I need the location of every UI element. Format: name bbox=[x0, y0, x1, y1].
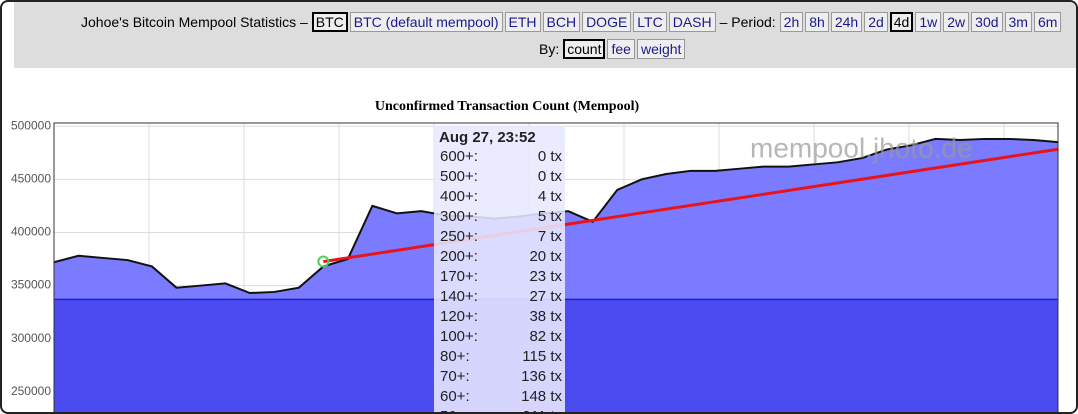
tooltip-label: 170+: bbox=[440, 268, 478, 285]
tooltip-value: 23 tx bbox=[529, 268, 562, 285]
y-tick-label: 350000 bbox=[11, 278, 51, 292]
hover-marker bbox=[317, 255, 330, 268]
coin-button[interactable]: BCH bbox=[542, 12, 581, 32]
tooltip-title: Aug 27, 23:52 bbox=[439, 129, 536, 146]
tooltip-label: 120+: bbox=[440, 308, 478, 325]
by-row: By: count fee weight bbox=[536, 39, 686, 59]
tooltip-label: 300+: bbox=[440, 208, 478, 225]
tooltip-box bbox=[434, 126, 565, 412]
tooltip-label: 500+: bbox=[440, 168, 478, 185]
tooltip-value: 0 tx bbox=[538, 168, 563, 185]
y-tick-label: 250000 bbox=[11, 384, 51, 398]
tooltip-value: 38 tx bbox=[529, 308, 562, 325]
y-tick-label: 300000 bbox=[11, 331, 51, 345]
coin-button[interactable]: LTC bbox=[633, 12, 667, 32]
tooltip-value: 148 tx bbox=[521, 388, 562, 405]
tooltip-label: 200+: bbox=[440, 248, 478, 265]
tooltip-value: 27 tx bbox=[529, 288, 562, 305]
period-button[interactable]: 3m bbox=[1004, 12, 1032, 32]
tooltip-value: 0 tx bbox=[538, 148, 563, 165]
watermark: mempool.jhoto.de bbox=[750, 132, 973, 163]
coin-button[interactable]: BTC bbox=[311, 12, 348, 32]
period-button[interactable]: 8h bbox=[805, 12, 829, 32]
tooltip-label: 50+: bbox=[440, 408, 470, 412]
tooltip-value: 4 tx bbox=[538, 188, 563, 205]
tooltip-label: 80+: bbox=[440, 348, 470, 365]
y-tick-label: 450000 bbox=[11, 171, 51, 185]
period-button[interactable]: 6m bbox=[1033, 12, 1062, 32]
by-button[interactable]: weight bbox=[636, 39, 686, 59]
period-button[interactable]: 2d bbox=[864, 12, 888, 32]
tooltip-label: 60+: bbox=[440, 388, 470, 405]
tooltip-label: 70+: bbox=[440, 368, 470, 385]
coin-button[interactable]: ETH bbox=[504, 12, 541, 32]
tooltip-label: 140+: bbox=[440, 288, 478, 305]
tooltip-label: 100+: bbox=[440, 328, 478, 345]
tooltip-label: 400+: bbox=[440, 188, 478, 205]
tooltip-value: 211 tx bbox=[522, 408, 562, 412]
period-button[interactable]: 2h bbox=[779, 12, 804, 32]
tooltip-value: 5 tx bbox=[538, 208, 563, 225]
header: Johoe's Bitcoin Mempool Statistics – BTC B… bbox=[14, 2, 1076, 68]
period-button[interactable]: 2w bbox=[943, 12, 970, 32]
y-tick-label: 500000 bbox=[11, 118, 51, 132]
coin-button[interactable]: DOGE bbox=[582, 12, 632, 32]
tooltip-value: 7 tx bbox=[538, 228, 563, 245]
tooltip: Aug 27, 23:52 600+: 0 tx 500+: 0 tx 400+: 4 tx… bbox=[434, 126, 565, 412]
chart-title: Unconfirmed Transaction Count (Mempool) bbox=[375, 99, 640, 114]
site-title: Johoe's Bitcoin Mempool Statistics – bbox=[81, 14, 308, 30]
tooltip-value: 115 tx bbox=[522, 348, 562, 365]
tooltip-label: 600+: bbox=[440, 148, 478, 165]
period-button[interactable]: 1w bbox=[915, 12, 942, 32]
period-button[interactable]: 30d bbox=[971, 12, 1003, 32]
by-button[interactable]: count bbox=[563, 39, 606, 59]
plot-border bbox=[53, 122, 1059, 412]
period-label: – Period: bbox=[719, 14, 776, 30]
nav-row: Johoe's Bitcoin Mempool Statistics – BTC B… bbox=[78, 12, 1062, 32]
period-button[interactable]: 4d bbox=[889, 12, 914, 32]
tooltip-value: 82 tx bbox=[529, 328, 562, 345]
by-label: By: bbox=[539, 41, 560, 57]
tooltip-label: 250+: bbox=[440, 228, 478, 245]
period-button[interactable]: 24h bbox=[830, 12, 863, 32]
y-tick-label: 400000 bbox=[11, 225, 51, 239]
coin-button[interactable]: DASH bbox=[668, 12, 716, 32]
by-button[interactable]: fee bbox=[607, 39, 635, 59]
tooltip-value: 20 tx bbox=[529, 248, 562, 265]
tooltip-value: 136 tx bbox=[521, 368, 562, 385]
coin-button[interactable]: BTC (default mempool) bbox=[349, 12, 503, 32]
